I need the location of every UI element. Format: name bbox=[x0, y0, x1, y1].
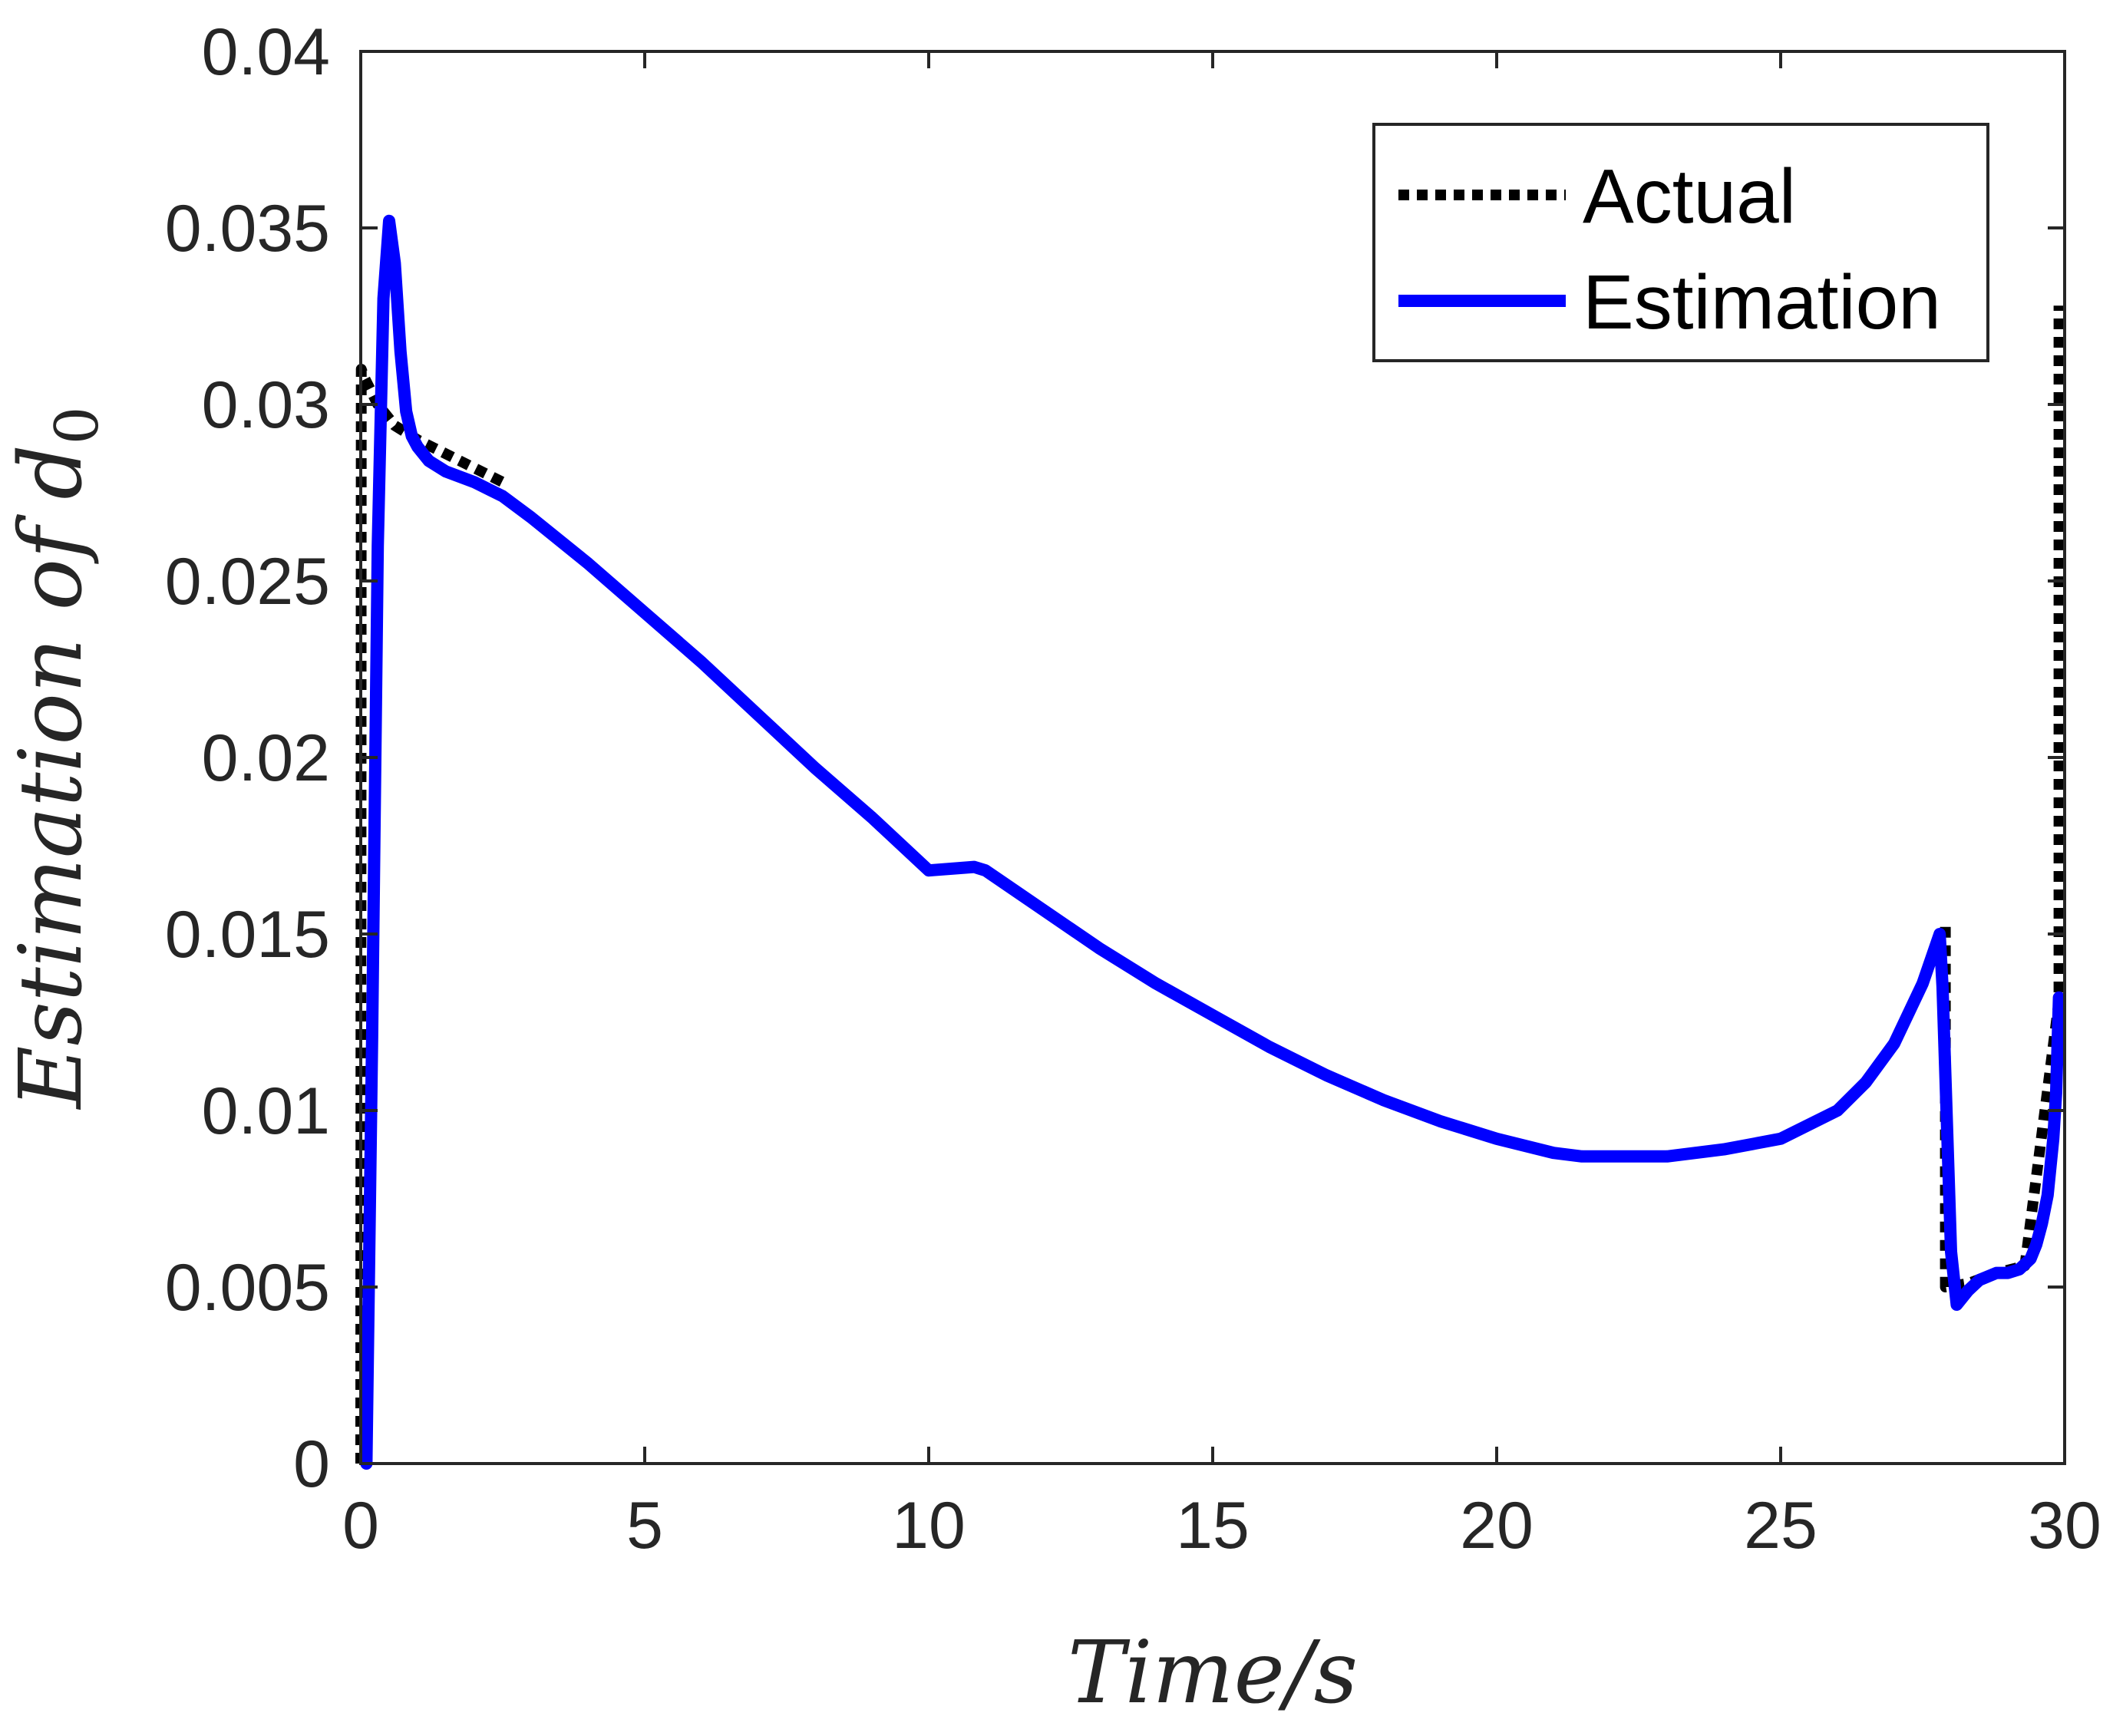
x-tick-label: 25 bbox=[1744, 1489, 1818, 1563]
legend-label-estimation: Estimation bbox=[1583, 259, 1941, 345]
y-tick-label: 0.005 bbox=[165, 1251, 330, 1325]
y-tick-label: 0.025 bbox=[165, 545, 330, 619]
y-tick-label: 0.035 bbox=[165, 192, 330, 266]
series-line-actual bbox=[355, 364, 512, 1464]
legend-box bbox=[1372, 123, 1989, 362]
y-tick-label: 0.03 bbox=[202, 368, 330, 442]
x-tick-label: 15 bbox=[1176, 1489, 1250, 1563]
y-axis-title-text: Estimation of d0 bbox=[2, 407, 112, 1111]
y-axis-title-subscript: 0 bbox=[43, 407, 112, 445]
series-line-estimation bbox=[360, 214, 2065, 1470]
y-axis-title-main: Estimation of d bbox=[2, 444, 101, 1110]
y-axis-title: Estimation of d0 bbox=[2, 407, 112, 1111]
legend: Actual Estimation bbox=[1372, 123, 1989, 362]
x-tick-label: 20 bbox=[1460, 1489, 1534, 1563]
legend-label-actual: Actual bbox=[1583, 153, 1796, 239]
x-tick-label: 30 bbox=[2028, 1489, 2101, 1563]
x-axis-title: Time/s bbox=[1068, 1623, 1358, 1723]
y-tick-label: 0.04 bbox=[202, 15, 330, 89]
x-tick-label: 0 bbox=[342, 1489, 379, 1563]
tick-layer: 0 5 10 15 20 25 30 0 0.005 0.01 0.015 0.02 0.025 0.03… bbox=[165, 15, 2101, 1563]
x-tick-label: 5 bbox=[626, 1489, 663, 1563]
y-tick-label: 0.015 bbox=[165, 898, 330, 972]
y-tick-label: 0.01 bbox=[202, 1074, 330, 1148]
y-tick-label: 0.02 bbox=[202, 721, 330, 795]
x-tick-label: 10 bbox=[892, 1489, 966, 1563]
y-tick-label: 0 bbox=[293, 1427, 330, 1501]
series-layer bbox=[355, 214, 2065, 1470]
